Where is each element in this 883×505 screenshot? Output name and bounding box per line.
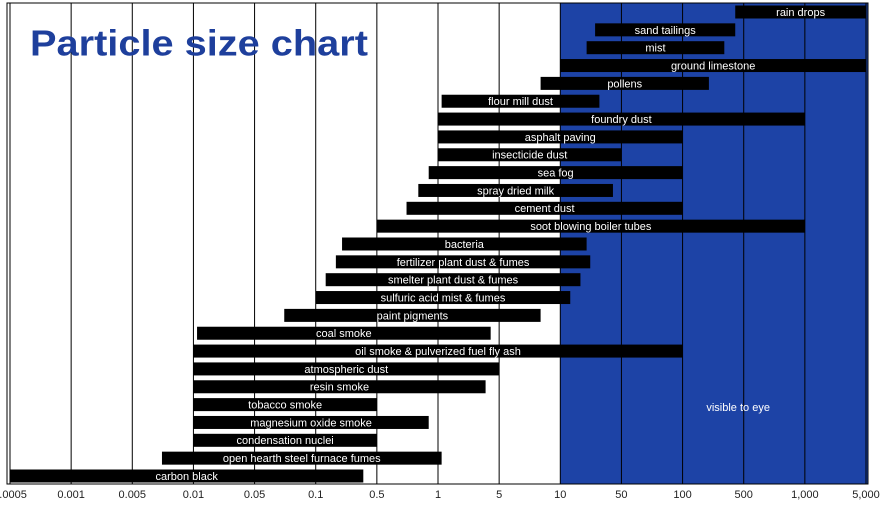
x-tick-label: 5: [496, 489, 502, 501]
bar: [161, 451, 442, 465]
x-tick-label: 0.01: [183, 489, 204, 501]
x-tick-label: 0.1: [308, 489, 323, 501]
bar-label: pollens: [607, 78, 642, 90]
bar-label: cement dust: [515, 203, 575, 215]
bar: [335, 255, 591, 269]
bar-label: resin smoke: [310, 382, 369, 394]
x-tick-label: 10: [554, 489, 566, 501]
bar: [325, 273, 581, 287]
bar-label: paint pigments: [377, 310, 449, 322]
x-tick-label: 0.001: [57, 489, 85, 501]
x-tick-label: 50: [615, 489, 627, 501]
bar-label: atmospheric dust: [304, 364, 388, 376]
x-tick-label: 100: [673, 489, 691, 501]
bar-label: sea fog: [538, 168, 574, 180]
bar: [10, 469, 364, 483]
bar-label: tobacco smoke: [248, 400, 322, 412]
bar-label: fertilizer plant dust & fumes: [397, 257, 530, 269]
bar-label: flour mill dust: [488, 96, 553, 108]
bar: [735, 5, 866, 19]
bar: [193, 415, 429, 429]
bar-label: sand tailings: [635, 25, 697, 37]
bar-label: insecticide dust: [492, 150, 567, 162]
bar: [560, 59, 866, 73]
x-tick-label: 500: [735, 489, 753, 501]
bar: [441, 94, 600, 108]
region-label: visible to eye: [706, 402, 770, 414]
bar: [540, 76, 709, 90]
bar-label: bacteria: [445, 239, 485, 251]
bar-label: coal smoke: [316, 328, 372, 340]
bar: [193, 380, 486, 394]
bar: [193, 362, 500, 376]
x-tick-label: 1,000: [791, 489, 819, 501]
chart-title: Particle size chart: [30, 23, 368, 64]
bar: [193, 344, 683, 358]
bar-label: open hearth steel furnace fumes: [223, 453, 381, 465]
x-tick-label: 0.05: [244, 489, 265, 501]
bar-label: soot blowing boiler tubes: [530, 221, 652, 233]
bar: [193, 398, 377, 412]
bar-label: sulfuric acid mist & fumes: [381, 292, 506, 304]
x-tick-label: 1: [435, 489, 441, 501]
bar-label: magnesium oxide smoke: [250, 417, 372, 429]
bar: [406, 201, 683, 215]
x-tick-label: 0.5: [369, 489, 384, 501]
bar: [418, 183, 613, 197]
bar-label: foundry dust: [591, 114, 652, 126]
bar-label: oil smoke & pulverized fuel fly ash: [355, 346, 521, 358]
bar: [595, 23, 736, 37]
x-tick-label: 5,000: [852, 489, 880, 501]
bar-label: carbon black: [155, 471, 218, 483]
bar-label: spray dried milk: [477, 185, 555, 197]
bar-label: mist: [645, 43, 665, 55]
bar: [376, 219, 805, 233]
bar: [438, 130, 683, 144]
bar: [197, 326, 491, 340]
bar: [428, 166, 683, 180]
bar-label: ground limestone: [671, 60, 755, 72]
bar-label: asphalt paving: [525, 132, 596, 144]
bar: [315, 291, 571, 305]
x-tick-label: 0.005: [119, 489, 147, 501]
bar: [284, 308, 541, 322]
bar-label: condensation nuclei: [237, 435, 334, 447]
bar: [438, 112, 805, 126]
bar-label: smelter plant dust & fumes: [388, 275, 519, 287]
bar: [193, 433, 377, 447]
bar: [438, 148, 622, 162]
bar-label: rain drops: [776, 7, 825, 19]
bar: [586, 41, 725, 55]
x-tick-label: 0.0005: [0, 489, 27, 501]
bar: [342, 237, 587, 251]
